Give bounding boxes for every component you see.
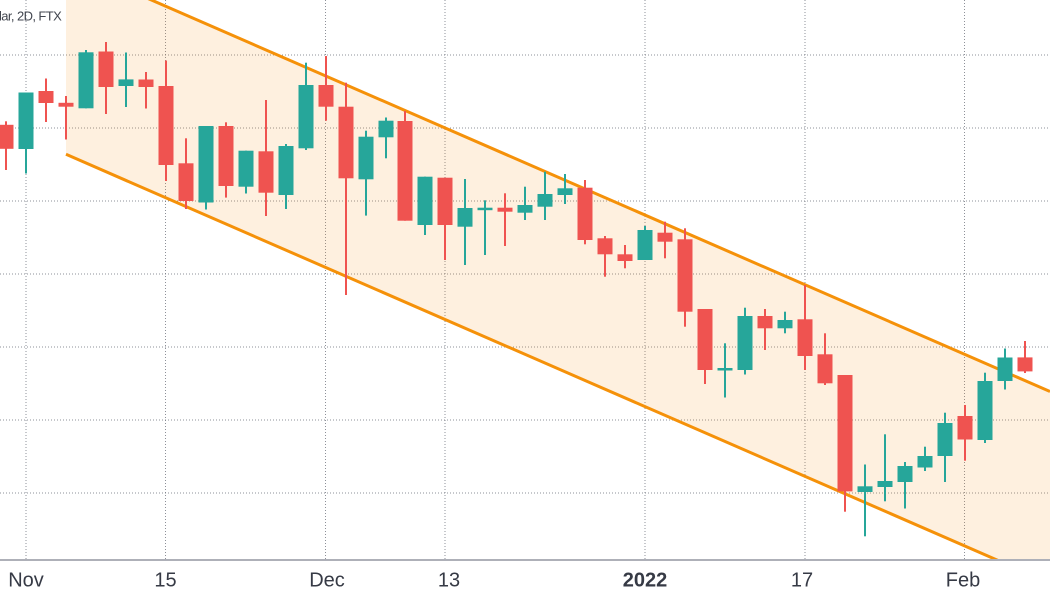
svg-text:13: 13: [438, 570, 460, 592]
svg-text:2022: 2022: [623, 570, 668, 592]
svg-text:Feb: Feb: [946, 570, 980, 592]
svg-text:17: 17: [791, 570, 813, 592]
svg-text:15: 15: [154, 570, 176, 592]
svg-text:lar, 2D, FTX: lar, 2D, FTX: [0, 9, 62, 24]
svg-text:Nov: Nov: [8, 570, 44, 592]
svg-text:Dec: Dec: [309, 570, 345, 592]
